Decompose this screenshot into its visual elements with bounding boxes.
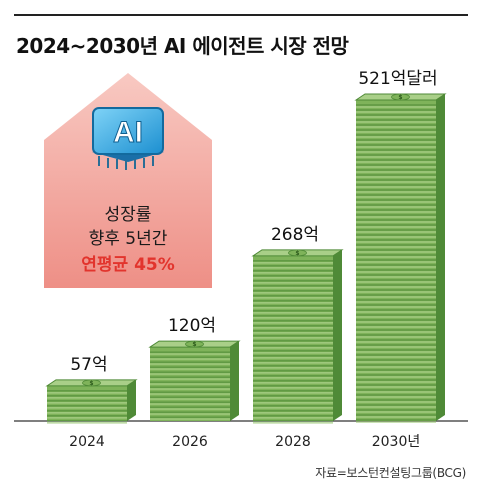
category-labels: 2024 2026 2028 2030년 <box>69 434 420 450</box>
callout-line-1: 성장률 <box>105 205 152 225</box>
value-labels: 57억 120억 268억 521억달러 <box>70 69 437 375</box>
source-note: 자료=보스턴컨설팅그룹(BCG) <box>315 466 466 480</box>
data-label-2026: 120억 <box>168 316 216 336</box>
data-label-2030년: 521억달러 <box>358 69 437 89</box>
x-tick-2026: 2026 <box>172 434 208 450</box>
callout-line-3: 연평균 45% <box>81 255 175 275</box>
data-label-2024: 57억 <box>70 355 107 375</box>
bar-2024: $ <box>45 379 138 424</box>
ai-chip-icon: AI <box>92 107 164 170</box>
callout-line-2: 향후 5년간 <box>89 229 168 249</box>
bar-2026: $ <box>148 340 241 421</box>
growth-callout: AI 성장률 향후 5년간 연평균 45% <box>44 73 212 288</box>
svg-text:$: $ <box>295 250 299 257</box>
x-tick-2024: 2024 <box>69 434 105 450</box>
bar-2028: $ <box>251 249 344 424</box>
chip-label: AI <box>113 116 143 149</box>
top-rule <box>14 14 468 16</box>
x-tick-2028: 2028 <box>275 434 311 450</box>
bar-group: $ $ $ $ <box>45 93 447 424</box>
svg-text:$: $ <box>398 94 402 101</box>
chart-title: 2024~2030년 AI 에이전트 시장 전망 <box>16 34 349 58</box>
bar-2030년: $ <box>354 93 447 423</box>
data-label-2028: 268억 <box>271 225 319 245</box>
svg-text:$: $ <box>89 380 93 387</box>
svg-text:$: $ <box>192 341 196 348</box>
x-tick-2030년: 2030년 <box>372 434 421 450</box>
callout-shape <box>44 73 212 288</box>
